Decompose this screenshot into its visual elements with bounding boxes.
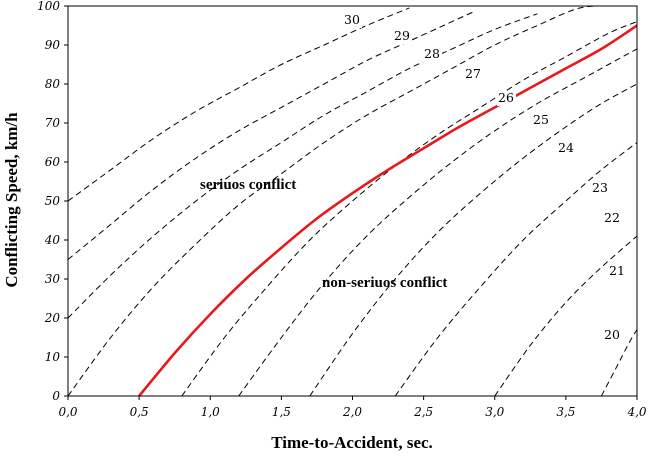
curve-label-26: 26	[498, 90, 514, 105]
reference-curve-22	[394, 142, 637, 396]
curve-label-20: 20	[604, 327, 620, 342]
reference-curve-28	[68, 13, 538, 319]
curve-label-25: 25	[533, 112, 549, 127]
curve-label-bg	[343, 14, 362, 28]
x-tick-label: 1,5	[272, 405, 291, 419]
curve-label-bg	[591, 182, 610, 196]
curve-label-bg	[608, 265, 627, 279]
x-axis-title: Time-to-Accident, sec.	[271, 433, 433, 452]
x-tick-label: 3,5	[556, 405, 575, 419]
curve-label-bg	[393, 30, 412, 44]
reference-curve-23	[309, 83, 637, 396]
threshold-curve-26	[138, 24, 637, 396]
reference-curve-29	[68, 11, 474, 260]
curve-label-bg	[603, 329, 622, 343]
y-axis-title: Conflicting Speed, km/h	[2, 112, 21, 288]
curve-label-29: 29	[394, 28, 410, 43]
y-tick-label: 60	[45, 155, 61, 169]
reference-curve-21	[494, 235, 637, 396]
y-tick-label: 30	[45, 272, 61, 286]
region-label-non-serious: non-seriuos conflict	[322, 275, 447, 291]
region-label-serious: seriuos conflict	[200, 177, 296, 193]
reference-curve-24	[238, 48, 637, 396]
x-tick-label: 1,0	[201, 405, 220, 419]
curve-label-30: 30	[344, 12, 360, 27]
reference-curve-25	[181, 21, 637, 396]
curve-label-bg	[557, 142, 576, 156]
curve-label-28: 28	[424, 46, 440, 61]
curve-label-27: 27	[465, 66, 481, 81]
y-tick-label: 90	[45, 38, 61, 52]
reference-curve-27	[68, 6, 616, 396]
x-tick-label: 3,0	[485, 405, 504, 419]
curves-layer	[68, 6, 637, 396]
y-tick-label: 40	[44, 233, 61, 247]
reference-curve-20	[600, 329, 637, 396]
y-tick-label: 50	[45, 194, 61, 208]
curve-label-bg	[423, 48, 442, 62]
axes-layer: 0,0 0,5 1,0 1,5 2,0 2,5 3,0 3,5 4,0 0 10 20 30 40 50 60…	[37, 0, 647, 419]
y-tick-label: 0	[52, 389, 60, 403]
reference-curve-30	[68, 7, 410, 202]
curve-label-bg	[497, 92, 516, 106]
x-tick-label: 0,5	[130, 405, 149, 419]
x-tick-label: 0,0	[58, 405, 77, 419]
x-tick-label: 2,5	[413, 405, 433, 419]
curve-label-24: 24	[558, 140, 574, 155]
curve-label-bg	[532, 114, 551, 128]
y-tick-label: 20	[44, 311, 61, 325]
y-tick-label: 80	[45, 77, 61, 91]
curve-label-21: 21	[609, 263, 625, 278]
curve-label-bg	[603, 212, 622, 226]
y-tick-label: 100	[37, 0, 60, 13]
curve-label-bg	[464, 68, 483, 82]
x-tick-label: 2,0	[342, 405, 362, 419]
x-tick-label: 4,0	[626, 405, 646, 419]
curve-label-23: 23	[592, 180, 608, 195]
curve-label-22: 22	[604, 210, 620, 225]
y-tick-label: 70	[45, 116, 61, 130]
y-tick-label: 10	[45, 350, 61, 364]
